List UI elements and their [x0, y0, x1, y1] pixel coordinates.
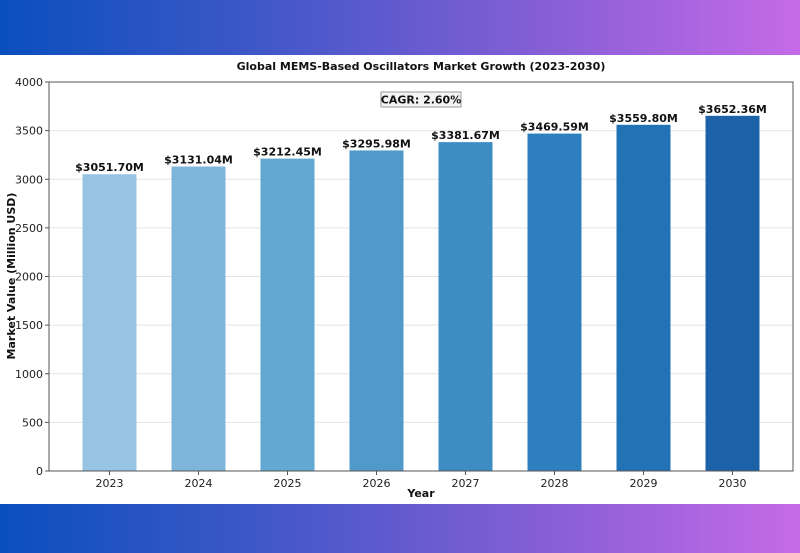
bar-2027 — [438, 142, 493, 471]
y-tick-label: 1000 — [15, 368, 43, 381]
grid-lines — [49, 81, 793, 472]
bar-2024 — [171, 166, 226, 472]
x-tick-label: 2025 — [274, 477, 302, 490]
cagr-annotation-text: CAGR: 2.60% — [381, 94, 461, 107]
y-tick-label: 500 — [22, 416, 43, 429]
y-tick-label: 0 — [36, 465, 43, 478]
bar-2025 — [260, 158, 315, 471]
x-axis-ticks: 2023 2024 2025 2026 2027 2028 2029 2030 — [96, 471, 747, 490]
x-axis-label: Year — [406, 487, 435, 500]
x-tick-label: 2028 — [541, 477, 569, 490]
bar-value-label: $3381.67M — [431, 129, 500, 142]
bar-value-label: $3652.36M — [698, 103, 767, 116]
bar-2023 — [82, 174, 137, 471]
y-tick-label: 2000 — [15, 271, 43, 284]
cagr-annotation-box — [380, 91, 462, 108]
bar-2026 — [349, 150, 404, 471]
bar-value-label: $3131.04M — [164, 154, 233, 167]
y-tick-label: 1500 — [15, 319, 43, 332]
x-tick-label: 2030 — [719, 477, 747, 490]
x-tick-label: 2023 — [96, 477, 124, 490]
bar-value-label: $3212.45M — [253, 146, 322, 159]
bar-2029 — [616, 124, 671, 471]
top-gradient-band — [0, 0, 800, 55]
bar-value-label: $3051.70M — [75, 161, 144, 174]
y-axis-ticks: 0 500 1000 1500 2000 2500 3000 3500 4000 — [15, 76, 49, 478]
bars — [82, 115, 760, 472]
x-tick-label: 2029 — [630, 477, 658, 490]
x-tick-label: 2026 — [363, 477, 391, 490]
y-tick-label: 2500 — [15, 222, 43, 235]
bar-2028 — [527, 133, 582, 471]
bar-chart: Global MEMS-Based Oscillators Market Gro… — [5, 60, 794, 500]
bottom-gradient-band — [0, 504, 800, 553]
y-axis-label: Market Value (Million USD) — [5, 193, 18, 360]
bar-value-label: $3469.59M — [520, 121, 589, 134]
bar-value-label: $3559.80M — [609, 112, 678, 125]
cagr-annotation: CAGR: 2.60% — [380, 91, 462, 108]
bar-value-label: $3295.98M — [342, 137, 411, 150]
y-tick-label: 3000 — [15, 173, 43, 186]
bar-2030 — [705, 115, 760, 472]
chart-title: Global MEMS-Based Oscillators Market Gro… — [237, 60, 606, 73]
bar-value-labels: $3051.70M $3131.04M $3212.45M $3295.98M $338… — [75, 103, 767, 174]
x-tick-label: 2024 — [185, 477, 213, 490]
chart-panel: Global MEMS-Based Oscillators Market Gro… — [0, 55, 800, 504]
x-tick-label: 2027 — [452, 477, 480, 490]
y-tick-label: 3500 — [15, 125, 43, 138]
y-tick-label: 4000 — [15, 76, 43, 89]
